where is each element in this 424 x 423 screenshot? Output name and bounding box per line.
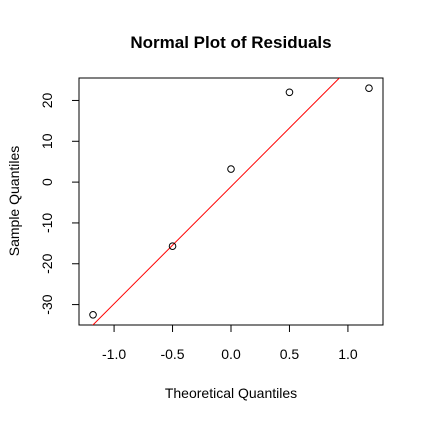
y-tick-label: -10 xyxy=(39,213,55,233)
x-axis-label: Theoretical Quantiles xyxy=(165,385,297,401)
data-point xyxy=(285,88,294,97)
x-tick-label: -1.0 xyxy=(102,346,126,362)
points-group xyxy=(89,84,373,319)
chart-title: Normal Plot of Residuals xyxy=(130,33,331,52)
x-tick-label: 0.5 xyxy=(280,346,300,362)
y-axis-label: Sample Quantiles xyxy=(6,146,22,257)
data-point xyxy=(168,242,177,251)
y-tick-label: -30 xyxy=(39,294,55,314)
reference-line-group xyxy=(92,78,341,325)
y-tick-label: 10 xyxy=(39,133,55,149)
x-tick-label: -0.5 xyxy=(160,346,184,362)
plot-frame xyxy=(78,77,384,326)
reference-line xyxy=(92,78,341,325)
y-tick-label: -20 xyxy=(39,253,55,273)
data-point xyxy=(89,310,97,319)
y-axis: -30 -20 -10 0 10 20 xyxy=(39,92,80,315)
data-point xyxy=(365,84,373,93)
x-tick-label: 1.0 xyxy=(338,346,358,362)
x-tick-label: 0.0 xyxy=(221,346,241,362)
x-axis: -1.0 -0.5 0.0 0.5 1.0 xyxy=(102,324,358,362)
y-tick-label: 20 xyxy=(39,92,55,108)
y-tick-label: 0 xyxy=(39,178,55,186)
data-point xyxy=(227,165,235,173)
